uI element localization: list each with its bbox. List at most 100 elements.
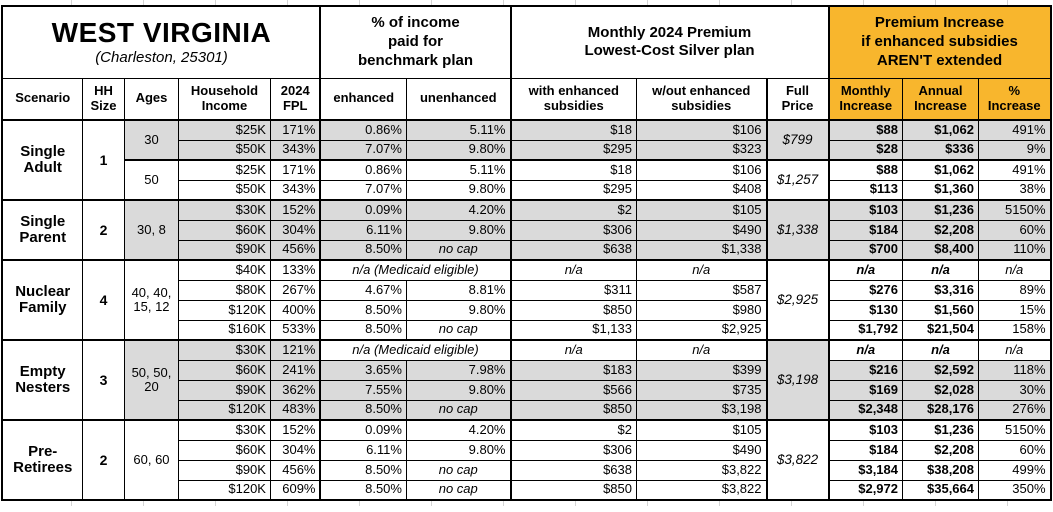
table-row: Empty Nesters 3 50, 50, 20 $30K 121% n/a (Med… (1, 339, 1052, 421)
cell-premium-without-subsidies: $2,925 (636, 319, 767, 341)
header-group-row: WEST VIRGINIA (Charleston, 25301) % of i… (1, 5, 1052, 79)
cell-fpl: 343% (269, 139, 321, 161)
spreadsheet-gutter-top (0, 0, 1053, 5)
cell-fpl: 171% (269, 119, 321, 141)
group-header-benchmark: % of income paid for benchmark plan (319, 5, 512, 79)
cell-pct-increase: n/a (977, 339, 1052, 361)
cell-household-income: $120K (177, 299, 271, 321)
cell-premium-without-subsidies: $105 (636, 199, 767, 221)
cell-ages: 60, 60 (123, 419, 179, 501)
cell-premium-with-subsidies: $18 (510, 119, 637, 141)
col-header-scenario: Scenario (1, 77, 83, 121)
cell-enhanced-pct: 8.50% (319, 239, 407, 261)
cell-annual-increase: $3,316 (902, 279, 979, 301)
cell-enhanced-pct: 8.50% (319, 399, 407, 421)
cell-full-price: $2,925 (765, 259, 830, 341)
table-row: $120K 400% 8.50% 9.80% $850 $980 $130 $1,560 15% (2, 299, 1052, 321)
cell-premium-without-subsidies: n/a (636, 339, 767, 361)
table-row: $160K 533% 8.50% no cap $1,133 $2,925 $1,792 $2… (2, 319, 1052, 341)
cell-household-income: $50K (177, 179, 271, 201)
cell-household-income: $25K (177, 159, 271, 181)
table-title-cell: WEST VIRGINIA (Charleston, 25301) (1, 5, 321, 79)
cell-full-price: $3,198 (765, 339, 830, 421)
cell-enhanced-pct: 7.07% (319, 139, 407, 161)
cell-pct-increase: 9% (977, 139, 1052, 161)
cell-pct-increase: 118% (977, 359, 1052, 381)
cell-fpl: 152% (269, 419, 321, 441)
cell-household-income: $90K (177, 459, 271, 481)
cell-premium-with-subsidies: $311 (510, 279, 637, 301)
cell-fpl: 456% (269, 459, 321, 481)
premium-comparison-table: WEST VIRGINIA (Charleston, 25301) % of i… (1, 5, 1052, 501)
cell-monthly-increase: $88 (828, 119, 903, 141)
cell-enhanced-pct: 7.55% (319, 379, 407, 401)
cell-monthly-increase: $700 (828, 239, 903, 261)
cell-annual-increase: $336 (902, 139, 979, 161)
cell-premium-without-subsidies: $106 (636, 159, 767, 181)
cell-annual-increase: $2,208 (902, 219, 979, 241)
cell-fpl: 609% (269, 479, 321, 501)
cell-annual-increase: $2,592 (902, 359, 979, 381)
cell-premium-with-subsidies: $1,133 (510, 319, 637, 341)
cell-premium-without-subsidies: $490 (636, 219, 767, 241)
col-header-annual-increase: Annual Increase (902, 77, 979, 121)
cell-monthly-increase: $184 (828, 439, 903, 461)
table-row: $60K 241% 3.65% 7.98% $183 $399 $216 $2,592 118% (2, 359, 1052, 381)
cell-premium-with-subsidies: n/a (510, 259, 637, 281)
cell-premium-with-subsidies: $183 (510, 359, 637, 381)
cell-household-income: $40K (177, 259, 271, 281)
cell-household-income: $50K (177, 139, 271, 161)
col-header-pct-increase: % Increase (977, 77, 1052, 121)
cell-hh-size: 1 (81, 119, 125, 201)
cell-enhanced-pct: 6.11% (319, 219, 407, 241)
cell-full-price: $1,257 (765, 159, 830, 201)
table-row: $120K 483% 8.50% no cap $850 $3,198 $2,348 $28,… (2, 399, 1052, 421)
cell-premium-with-subsidies: $638 (510, 459, 637, 481)
cell-annual-increase: n/a (902, 339, 979, 361)
cell-enhanced-pct: 4.67% (319, 279, 407, 301)
cell-premium-without-subsidies: $105 (636, 419, 767, 441)
cell-fpl: 171% (269, 159, 321, 181)
cell-household-income: $120K (177, 399, 271, 421)
col-header-hh-size: HH Size (81, 77, 125, 121)
cell-unenhanced-pct: 9.80% (405, 439, 512, 461)
cell-pct-increase: 276% (977, 399, 1052, 421)
cell-premium-with-subsidies: $2 (510, 419, 637, 441)
cell-unenhanced-pct: no cap (405, 479, 512, 501)
cell-full-price: $799 (765, 119, 830, 161)
table-row: $90K 456% 8.50% no cap $638 $3,822 $3,184 $38,2… (2, 459, 1052, 481)
cell-hh-size: 4 (81, 259, 125, 341)
cell-annual-increase: n/a (902, 259, 979, 281)
cell-annual-increase: $35,664 (902, 479, 979, 501)
cell-premium-with-subsidies: $18 (510, 159, 637, 181)
col-header-unenhanced: unenhanced (405, 77, 512, 121)
cell-fpl: 343% (269, 179, 321, 201)
cell-monthly-increase: $169 (828, 379, 903, 401)
cell-premium-with-subsidies: $638 (510, 239, 637, 261)
cell-unenhanced-pct: 5.11% (405, 159, 512, 181)
cell-annual-increase: $21,504 (902, 319, 979, 341)
cell-enhanced-pct: 6.11% (319, 439, 407, 461)
cell-pct-increase: 30% (977, 379, 1052, 401)
col-header-without-subsidies: w/out enhanced subsidies (636, 77, 767, 121)
cell-annual-increase: $2,208 (902, 439, 979, 461)
cell-premium-with-subsidies: $306 (510, 219, 637, 241)
cell-ages: 40, 40, 15, 12 (123, 259, 179, 341)
state-location: (Charleston, 25301) (95, 49, 228, 67)
cell-annual-increase: $1,062 (902, 119, 979, 141)
spreadsheet-gutter-bottom (0, 501, 1053, 506)
cell-premium-with-subsidies: n/a (510, 339, 637, 361)
cell-unenhanced-pct: 4.20% (405, 419, 512, 441)
cell-premium-without-subsidies: n/a (636, 259, 767, 281)
cell-monthly-increase: n/a (828, 259, 903, 281)
cell-household-income: $80K (177, 279, 271, 301)
cell-unenhanced-pct: no cap (405, 239, 512, 261)
cell-scenario: Single Adult (1, 119, 83, 201)
cell-unenhanced-pct: 9.80% (405, 299, 512, 321)
cell-enhanced-pct: 8.50% (319, 479, 407, 501)
cell-monthly-increase: $216 (828, 359, 903, 381)
cell-annual-increase: $28,176 (902, 399, 979, 421)
table-row: $50K 343% 7.07% 9.80% $295 $408 $113 $1,360 38% (2, 179, 1052, 201)
cell-pct-increase: 15% (977, 299, 1052, 321)
